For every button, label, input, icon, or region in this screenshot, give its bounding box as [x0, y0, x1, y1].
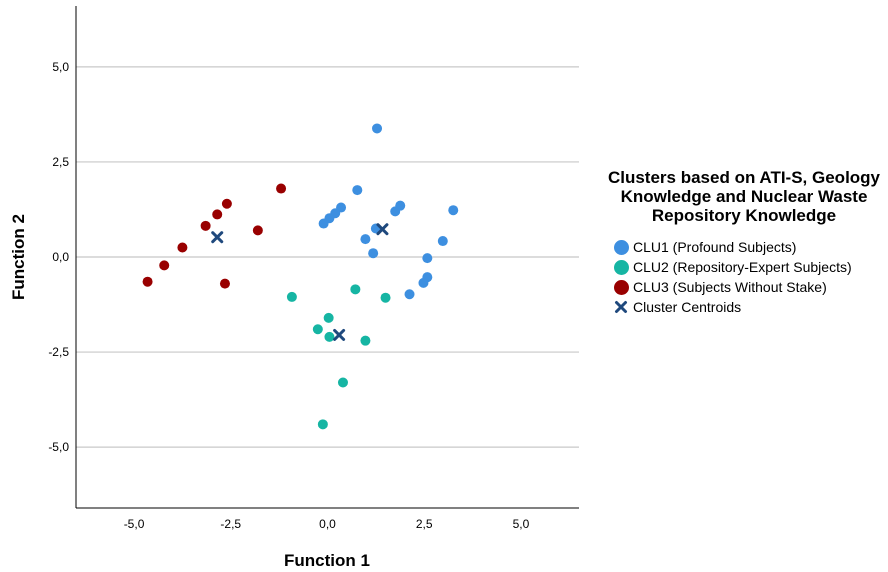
legend-label: Cluster Centroids: [633, 299, 742, 315]
x-axis-title: Function 1: [284, 551, 370, 570]
data-point-series-2: [286, 291, 297, 302]
x-tick-label: 0,0: [319, 517, 336, 531]
data-point-series-2: [317, 419, 328, 430]
legend-item: CLU2 (Repository-Expert Subjects): [612, 257, 882, 277]
data-point-series-3: [159, 260, 170, 271]
y-tick-label: -5,0: [48, 440, 69, 454]
y-tick-label: -2,5: [48, 345, 69, 359]
data-point-series-3: [177, 242, 188, 253]
y-tick-label: 2,5: [52, 155, 69, 169]
y-tick-label: 0,0: [52, 250, 69, 264]
centroid-x-icon: [612, 298, 630, 316]
circle-marker-icon: [612, 238, 630, 256]
legend-item: CLU3 (Subjects Without Stake): [612, 277, 882, 297]
x-tick-label: 5,0: [513, 517, 530, 531]
legend-item: CLU1 (Profound Subjects): [612, 237, 882, 257]
data-point-series-3: [221, 198, 232, 209]
data-point-series-1: [422, 253, 433, 264]
legend-label: CLU3 (Subjects Without Stake): [633, 279, 827, 295]
gridlines: [76, 66, 579, 448]
axes: [75, 6, 579, 509]
data-point-series-3: [219, 278, 230, 289]
data-point-series-1: [437, 236, 448, 247]
centroid-marker: [376, 223, 389, 236]
data-point-series-2: [350, 284, 361, 295]
data-point-series-3: [252, 225, 263, 236]
data-point-series-3: [200, 220, 211, 231]
circle-marker-icon: [612, 278, 630, 296]
legend-title: Clusters based on ATI-S, Geology Knowled…: [607, 168, 881, 225]
data-point-series-1: [448, 205, 459, 216]
data-point-series-2: [324, 331, 335, 342]
data-point-series-1: [390, 206, 401, 217]
data-point-series-2: [380, 292, 391, 303]
legend-label: CLU2 (Repository-Expert Subjects): [633, 259, 852, 275]
data-point-series-3: [212, 209, 223, 220]
data-point-series-1: [318, 218, 329, 229]
centroid-marker: [211, 231, 224, 244]
x-tick-label: 2,5: [416, 517, 433, 531]
data-point-series-1: [404, 289, 415, 300]
tick-labels: -5,0 -2,5 0,0 2,5 5,0 5,0 2,5 0,0 -2,5 -5,0: [48, 60, 529, 531]
x-tick-label: -5,0: [124, 517, 145, 531]
y-axis-title: Function 2: [9, 214, 28, 300]
data-point-series-2: [337, 377, 348, 388]
y-tick-label: 5,0: [52, 60, 69, 74]
x-tick-label: -2,5: [220, 517, 241, 531]
data-point-series-1: [352, 185, 363, 196]
data-point-series-1: [418, 277, 429, 288]
data-point-series-3: [142, 276, 153, 287]
legend-label: CLU1 (Profound Subjects): [633, 239, 797, 255]
legend-items: CLU1 (Profound Subjects) CLU2 (Repository…: [606, 237, 882, 317]
centroid-marker: [333, 328, 346, 341]
circle-marker-icon: [612, 258, 630, 276]
data-point-series-2: [312, 324, 323, 335]
data-point-series-1: [360, 234, 371, 245]
data-point-series-2: [360, 335, 371, 346]
data-point-series-1: [368, 248, 379, 259]
legend-item: Cluster Centroids: [612, 297, 882, 317]
data-points: [142, 123, 459, 430]
data-point-series-3: [276, 183, 287, 194]
legend: Clusters based on ATI-S, Geology Knowled…: [606, 168, 882, 317]
data-point-series-1: [372, 123, 383, 134]
data-point-series-2: [323, 312, 334, 323]
